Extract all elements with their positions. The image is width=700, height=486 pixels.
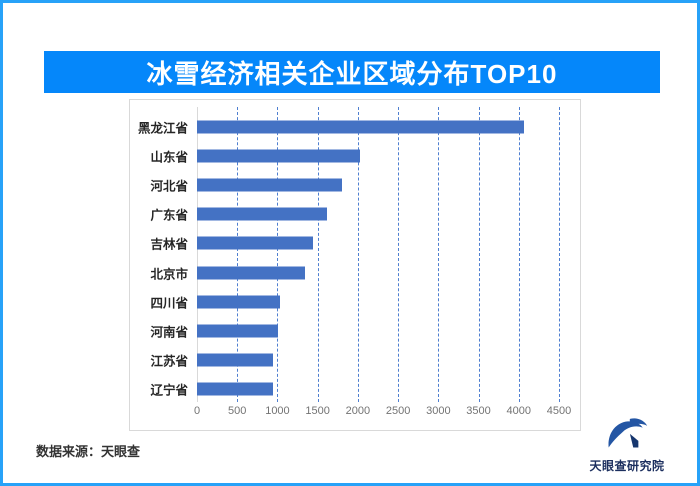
chart-row: 江苏省 bbox=[130, 346, 580, 375]
gridline bbox=[357, 107, 359, 402]
category-label: 河北省 bbox=[150, 179, 188, 194]
bar bbox=[197, 120, 525, 134]
chart-row: 辽宁省 bbox=[130, 375, 580, 404]
x-axis-tick-label: 0 bbox=[193, 405, 201, 417]
x-axis-tick-label: 4000 bbox=[506, 405, 532, 417]
bar bbox=[197, 207, 327, 221]
gridline bbox=[559, 107, 560, 402]
chart-row: 河南省 bbox=[130, 316, 580, 345]
data-source-label: 数据来源：天眼查 bbox=[36, 444, 141, 459]
brand-block: 天眼查研究院 bbox=[588, 415, 666, 474]
chart-row: 吉林省 bbox=[130, 229, 580, 258]
x-axis-tick-label: 3000 bbox=[426, 405, 451, 417]
chart-row: 四川省 bbox=[130, 287, 580, 316]
category-label: 江苏省 bbox=[150, 354, 188, 369]
category-label: 四川省 bbox=[150, 296, 188, 311]
chart-row: 山东省 bbox=[130, 141, 580, 170]
bar bbox=[197, 178, 342, 192]
chart-row: 黑龙江省 bbox=[130, 112, 580, 141]
x-axis-tick-label: 4500 bbox=[546, 405, 572, 417]
x-axis-tick-label: 1500 bbox=[305, 405, 330, 417]
x-axis-tick-label: 2500 bbox=[385, 405, 411, 417]
brand-name: 天眼查研究院 bbox=[589, 459, 665, 473]
x-axis-tick-label: 2000 bbox=[345, 405, 371, 417]
bar bbox=[197, 382, 273, 396]
category-label: 北京市 bbox=[150, 267, 188, 282]
y-axis-line bbox=[197, 107, 198, 402]
bar bbox=[197, 236, 313, 250]
chart-row: 北京市 bbox=[130, 258, 580, 287]
category-label: 山东省 bbox=[150, 150, 188, 165]
chart-row: 河北省 bbox=[130, 170, 580, 199]
gridline bbox=[277, 107, 279, 402]
gridline bbox=[478, 107, 480, 402]
bar bbox=[197, 266, 305, 280]
tianyancha-eye-logo-icon bbox=[608, 418, 648, 448]
x-axis-tick-label: 500 bbox=[228, 405, 247, 417]
category-label: 广东省 bbox=[150, 208, 188, 223]
bar bbox=[197, 324, 279, 338]
gridline bbox=[237, 107, 239, 402]
gridline bbox=[438, 107, 440, 402]
bar bbox=[197, 295, 280, 309]
category-label: 吉林省 bbox=[150, 237, 188, 252]
title-banner: 冰雪经济相关企业区域分布TOP10 bbox=[44, 51, 660, 93]
bar bbox=[197, 353, 274, 367]
gridline bbox=[398, 107, 400, 402]
category-label: 黑龙江省 bbox=[137, 121, 188, 136]
x-axis-tick-label: 1000 bbox=[265, 405, 290, 417]
chart-row: 广东省 bbox=[130, 200, 580, 229]
category-label: 河南省 bbox=[150, 325, 188, 340]
category-label: 辽宁省 bbox=[150, 383, 188, 398]
gridline bbox=[518, 107, 520, 402]
x-axis-tick-label: 3500 bbox=[466, 405, 491, 417]
gridline bbox=[317, 107, 319, 402]
chart-panel: 0 500 1000 1500 2000 2500 3000 3500 4000 4500 黑龙江省… bbox=[129, 99, 581, 431]
bar bbox=[197, 149, 361, 163]
page-title: 冰雪经济相关企业区域分布TOP10 bbox=[146, 58, 558, 89]
